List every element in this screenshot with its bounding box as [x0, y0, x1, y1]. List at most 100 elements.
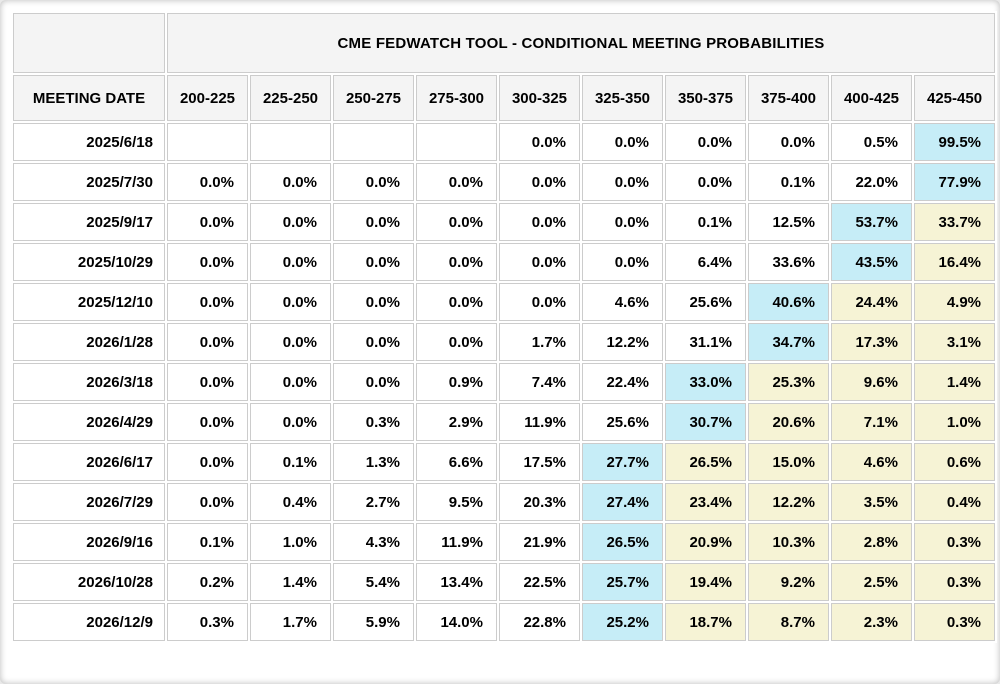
probability-cell: 0.0% [167, 203, 248, 241]
meeting-date-cell: 2025/10/29 [13, 243, 165, 281]
probability-cell: 0.0% [582, 163, 663, 201]
probability-cell: 5.9% [333, 603, 414, 641]
probability-cell: 99.5% [914, 123, 996, 161]
probability-cell: 77.9% [914, 163, 996, 201]
meeting-date-cell: 2025/9/17 [13, 203, 165, 241]
probability-cell: 0.0% [250, 323, 331, 361]
table-title: CME FEDWATCH TOOL - CONDITIONAL MEETING … [167, 13, 996, 73]
probability-cell: 9.2% [748, 563, 829, 601]
probability-cell: 12.5% [748, 203, 829, 241]
probability-cell: 24.4% [831, 283, 912, 321]
probability-cell: 0.0% [167, 323, 248, 361]
probability-cell: 0.0% [250, 243, 331, 281]
probability-cell: 21.9% [499, 523, 580, 561]
probability-cell: 11.9% [416, 523, 497, 561]
probability-cell [333, 123, 414, 161]
meeting-row: 2026/3/18 0.0% 0.0% 0.0% 0.9% 7.4% 22.4% 33.0% 2… [13, 363, 996, 401]
rate-range-header-400-425: 400-425 [831, 75, 912, 121]
probability-cell: 27.4% [582, 483, 663, 521]
probability-cell: 1.4% [250, 563, 331, 601]
probability-cell: 0.0% [333, 243, 414, 281]
probability-cell: 31.1% [665, 323, 746, 361]
probability-cell: 8.7% [748, 603, 829, 641]
meeting-row: 2026/7/29 0.0% 0.4% 2.7% 9.5% 20.3% 27.4% 23.4%… [13, 483, 996, 521]
probability-cell: 22.8% [499, 603, 580, 641]
meeting-row: 2026/9/16 0.1% 1.0% 4.3% 11.9% 21.9% 26.5% 20.9… [13, 523, 996, 561]
probability-cell: 0.3% [914, 523, 996, 561]
meeting-date-cell: 2026/9/16 [13, 523, 165, 561]
meeting-row: 2025/9/17 0.0% 0.0% 0.0% 0.0% 0.0% 0.0% 0.1% 12.… [13, 203, 996, 241]
probability-cell: 0.0% [499, 163, 580, 201]
probability-cell: 0.0% [250, 203, 331, 241]
meeting-row: 2026/12/9 0.3% 1.7% 5.9% 14.0% 22.8% 25.2% 18.7… [13, 603, 996, 641]
probability-cell: 0.9% [416, 363, 497, 401]
probability-cell: 0.0% [582, 243, 663, 281]
meeting-date-cell: 2025/7/30 [13, 163, 165, 201]
probability-cell: 4.6% [831, 443, 912, 481]
probability-cell [167, 123, 248, 161]
probability-cell: 0.0% [499, 243, 580, 281]
probability-cell: 0.0% [416, 203, 497, 241]
rate-range-header-350-375: 350-375 [665, 75, 746, 121]
probability-cell: 0.0% [167, 483, 248, 521]
probability-cell: 0.1% [167, 523, 248, 561]
probability-cell: 0.1% [748, 163, 829, 201]
probability-cell: 9.6% [831, 363, 912, 401]
probability-cell: 14.0% [416, 603, 497, 641]
meeting-row: 2026/10/28 0.2% 1.4% 5.4% 13.4% 22.5% 25.7% 19.… [13, 563, 996, 601]
meeting-row: 2025/6/18 0.0% 0.0% 0.0% 0.0% 0.5% 99.5% [13, 123, 996, 161]
probability-cell: 22.5% [499, 563, 580, 601]
meeting-date-cell: 2026/10/28 [13, 563, 165, 601]
probability-cell: 17.3% [831, 323, 912, 361]
probability-cell: 0.0% [250, 163, 331, 201]
probability-cell: 0.0% [333, 363, 414, 401]
meeting-date-cell: 2025/12/10 [13, 283, 165, 321]
probability-cell: 4.6% [582, 283, 663, 321]
probability-cell: 0.0% [333, 323, 414, 361]
probability-cell: 26.5% [582, 523, 663, 561]
probability-cell: 0.0% [499, 203, 580, 241]
meeting-row: 2025/12/10 0.0% 0.0% 0.0% 0.0% 0.0% 4.6% 25.6% 4… [13, 283, 996, 321]
probability-cell: 0.3% [167, 603, 248, 641]
meeting-row: 2025/10/29 0.0% 0.0% 0.0% 0.0% 0.0% 0.0% 6.4% 33… [13, 243, 996, 281]
probability-cell: 0.0% [250, 283, 331, 321]
probability-cell: 0.0% [665, 123, 746, 161]
rate-range-header-300-325: 300-325 [499, 75, 580, 121]
meeting-date-cell: 2026/6/17 [13, 443, 165, 481]
meeting-row: 2026/1/28 0.0% 0.0% 0.0% 0.0% 1.7% 12.2% 31.1% 3… [13, 323, 996, 361]
probability-cell: 4.3% [333, 523, 414, 561]
probability-cell: 25.7% [582, 563, 663, 601]
probability-cell: 2.5% [831, 563, 912, 601]
probability-cell: 1.7% [499, 323, 580, 361]
probability-cell: 0.0% [582, 123, 663, 161]
probability-cell: 19.4% [665, 563, 746, 601]
rate-range-header-250-275: 250-275 [333, 75, 414, 121]
meeting-date-cell: 2026/3/18 [13, 363, 165, 401]
probability-cell: 0.0% [167, 243, 248, 281]
probability-cell: 1.4% [914, 363, 996, 401]
meeting-row: 2025/7/30 0.0% 0.0% 0.0% 0.0% 0.0% 0.0% 0.0% 0.1… [13, 163, 996, 201]
meeting-date-cell: 2026/12/9 [13, 603, 165, 641]
probability-cell: 25.3% [748, 363, 829, 401]
probability-cell: 20.6% [748, 403, 829, 441]
meeting-date-cell: 2026/4/29 [13, 403, 165, 441]
probability-cell: 7.1% [831, 403, 912, 441]
probability-cell: 12.2% [582, 323, 663, 361]
probability-cell: 0.0% [167, 363, 248, 401]
probability-cell: 11.9% [499, 403, 580, 441]
probability-cell: 0.2% [167, 563, 248, 601]
probability-cell: 0.6% [914, 443, 996, 481]
probability-cell: 0.0% [499, 283, 580, 321]
probability-cell: 0.1% [665, 203, 746, 241]
probability-cell: 0.0% [748, 123, 829, 161]
probability-cell: 33.6% [748, 243, 829, 281]
probability-cell: 30.7% [665, 403, 746, 441]
probability-cell: 0.0% [167, 443, 248, 481]
probability-cell: 0.0% [333, 163, 414, 201]
probability-cell: 0.0% [665, 163, 746, 201]
rate-range-header-275-300: 275-300 [416, 75, 497, 121]
probability-cell: 0.0% [333, 203, 414, 241]
probability-cell: 0.0% [167, 163, 248, 201]
meeting-date-cell: 2026/1/28 [13, 323, 165, 361]
